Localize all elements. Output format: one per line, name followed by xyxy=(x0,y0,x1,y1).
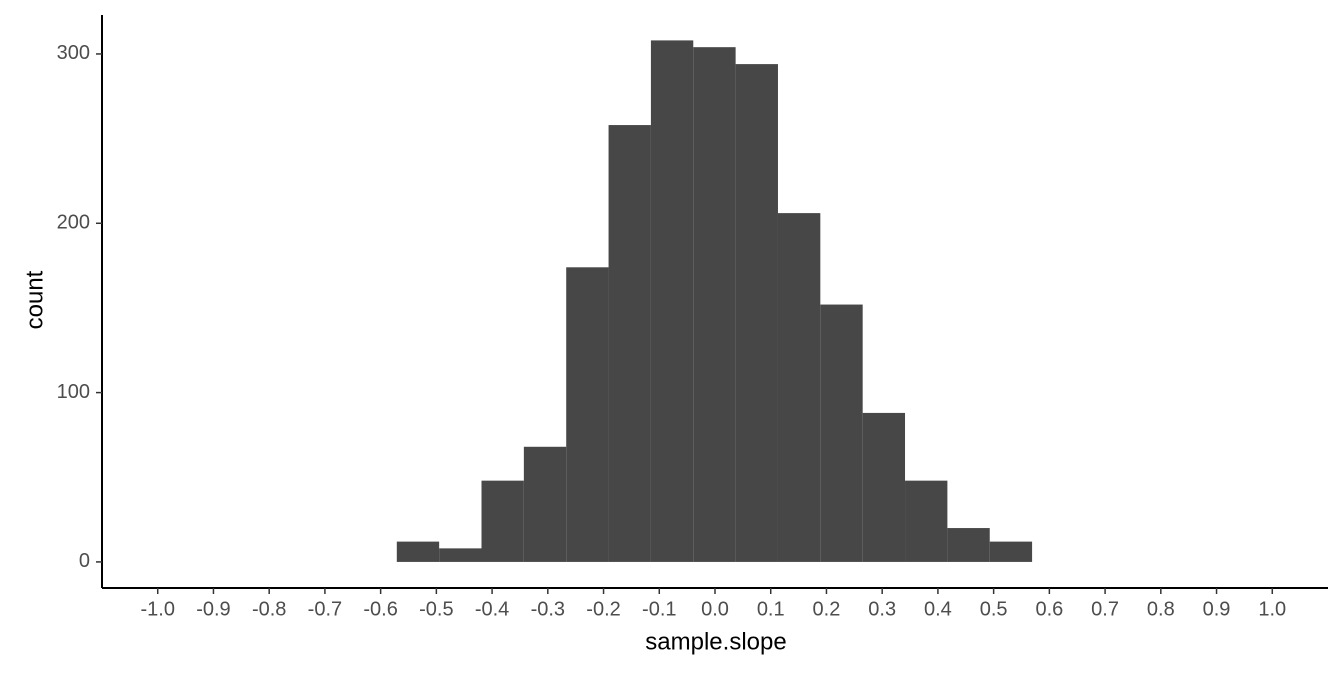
bar xyxy=(650,40,694,562)
bar xyxy=(608,125,651,562)
x-tick-label: 0.0 xyxy=(701,598,729,620)
x-tick-label: 0.3 xyxy=(868,598,896,620)
bar xyxy=(523,446,567,562)
x-tick-label: -0.2 xyxy=(586,598,620,620)
bar xyxy=(439,548,482,562)
x-tick-label: -0.7 xyxy=(308,598,342,620)
x-tick-label: -0.5 xyxy=(419,598,453,620)
x-tick-label: 0.8 xyxy=(1147,598,1175,620)
y-axis-label: count xyxy=(21,270,48,329)
x-tick-label: -0.6 xyxy=(363,598,397,620)
bar xyxy=(566,267,609,562)
x-tick-label: 0.6 xyxy=(1035,598,1063,620)
x-tick-label: -0.9 xyxy=(196,598,230,620)
x-tick-label: 0.4 xyxy=(924,598,952,620)
x-tick-label: -0.3 xyxy=(531,598,565,620)
x-tick-label: -0.8 xyxy=(252,598,286,620)
y-tick-label: 300 xyxy=(57,42,90,64)
x-axis-label: sample.slope xyxy=(645,628,786,655)
x-tick-label: -0.1 xyxy=(642,598,676,620)
x-tick-label: 0.5 xyxy=(980,598,1008,620)
y-tick-label: 200 xyxy=(57,212,90,234)
y-tick-label: 0 xyxy=(79,550,90,572)
x-tick-label: 0.9 xyxy=(1203,598,1231,620)
bar xyxy=(481,480,524,562)
x-tick-label: 0.2 xyxy=(813,598,841,620)
bar xyxy=(862,412,906,562)
x-tick-label: 1.0 xyxy=(1258,598,1286,620)
x-tick-label: 0.1 xyxy=(757,598,785,620)
x-tick-label: -0.4 xyxy=(475,598,509,620)
bar xyxy=(947,528,990,562)
x-tick-label: 0.7 xyxy=(1091,598,1119,620)
bar xyxy=(989,541,1033,562)
y-tick-label: 100 xyxy=(57,381,90,403)
bar xyxy=(735,64,778,562)
bar xyxy=(820,304,863,562)
x-tick-label: -1.0 xyxy=(140,598,174,620)
bar xyxy=(905,480,948,562)
bar xyxy=(396,541,440,562)
bar xyxy=(777,213,821,562)
bar xyxy=(693,47,736,562)
